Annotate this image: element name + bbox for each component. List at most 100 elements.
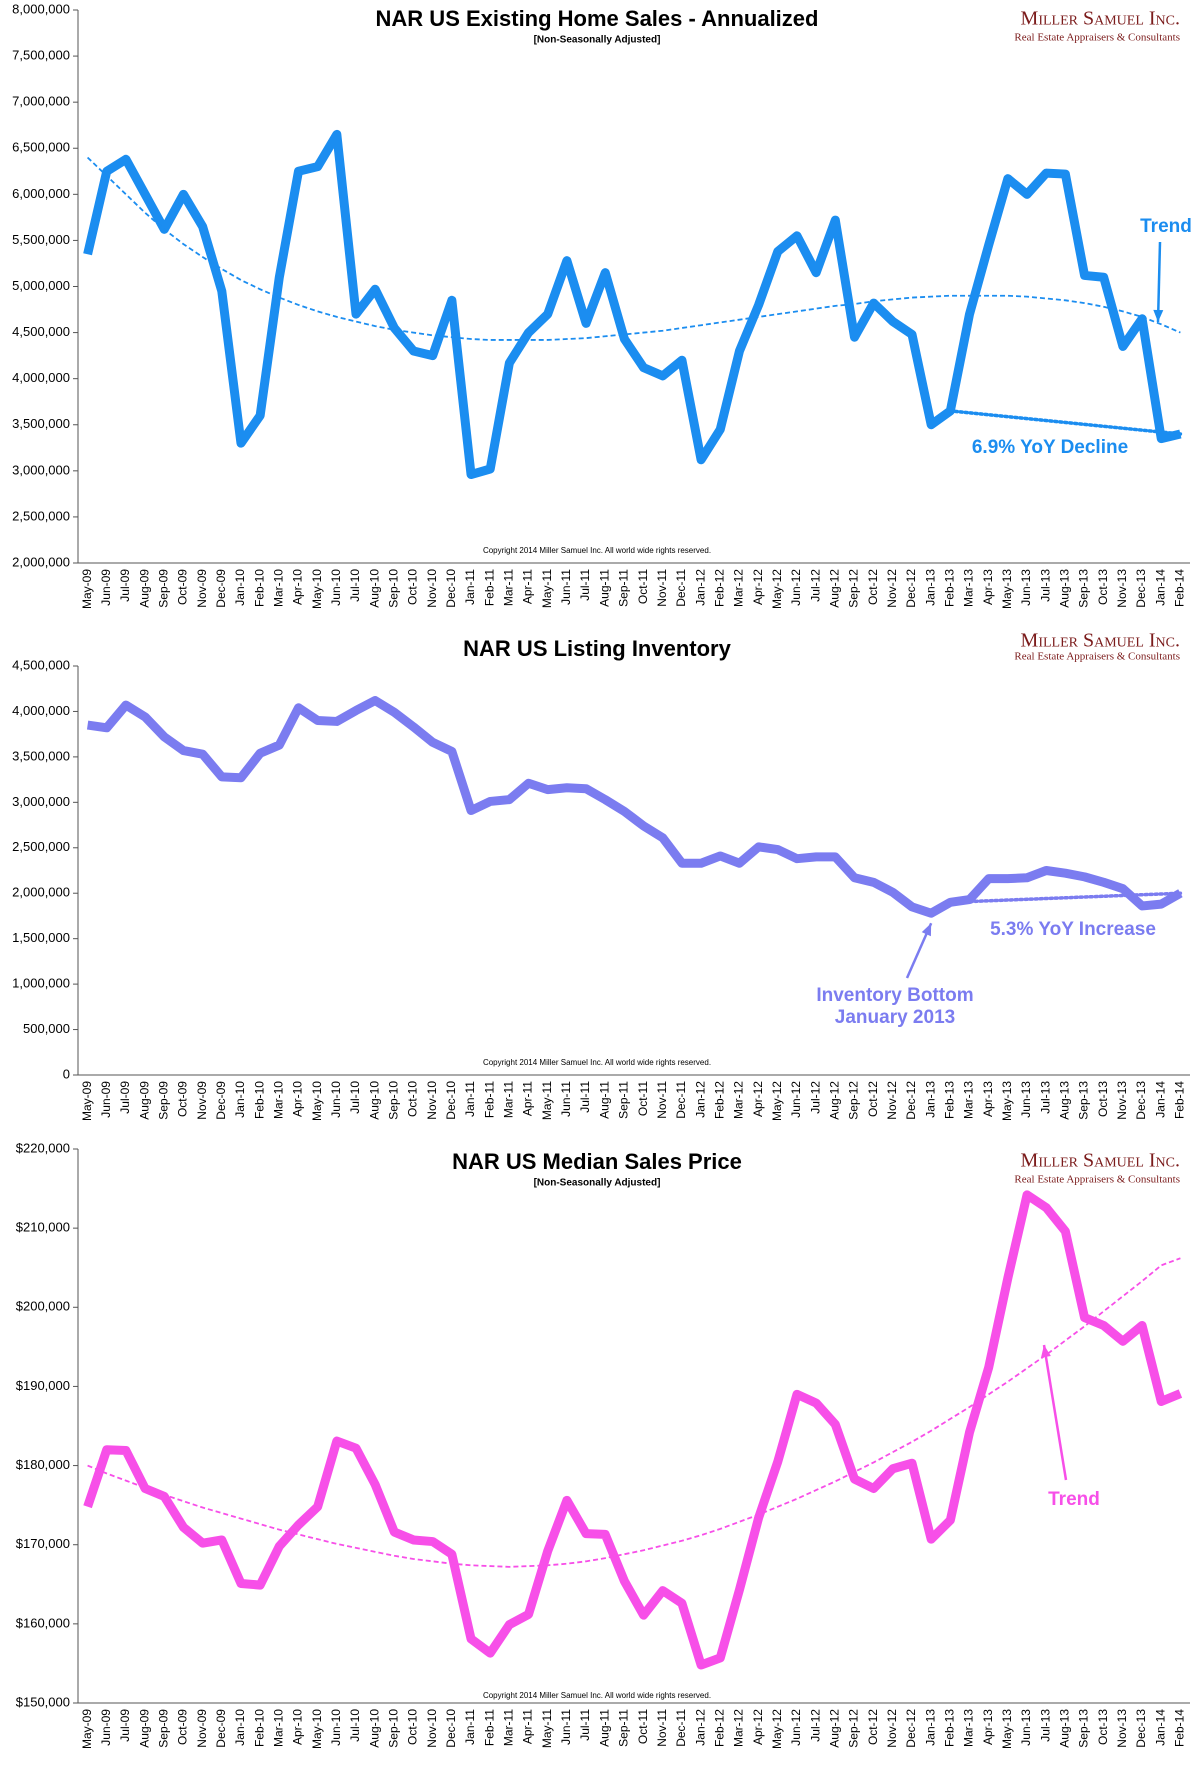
x-tick-label: Jan-11 xyxy=(463,1081,477,1117)
x-tick-label: Jan-12 xyxy=(693,1709,707,1746)
x-tick-label: Mar-11 xyxy=(502,569,516,606)
x-tick-label: Feb-10 xyxy=(252,1081,266,1119)
x-tick-label: Feb-11 xyxy=(482,1081,496,1118)
callout-label: January 2013 xyxy=(835,1007,955,1028)
x-tick-label: Jun-12 xyxy=(789,569,803,606)
x-tick-label: Nov-11 xyxy=(655,1709,669,1747)
yoy-label: 6.9% YoY Decline xyxy=(972,437,1128,458)
chart-title: NAR US Median Sales Price xyxy=(452,1149,742,1174)
x-tick-label: Feb-10 xyxy=(252,569,266,607)
x-tick-label: Sep-13 xyxy=(1077,1709,1091,1748)
x-tick-label: Jan-11 xyxy=(463,1709,477,1745)
x-tick-label: Apr-10 xyxy=(291,1709,305,1745)
y-tick-label: 5,500,000 xyxy=(12,232,70,247)
y-tick-label: $210,000 xyxy=(16,1220,70,1235)
y-tick-label: $220,000 xyxy=(16,1140,70,1155)
x-tick-label: Apr-12 xyxy=(751,569,765,605)
x-tick-label: Jul-09 xyxy=(118,1081,132,1114)
y-tick-label: 7,000,000 xyxy=(12,94,70,109)
x-tick-label: Oct-11 xyxy=(636,1709,650,1744)
x-tick-label: Nov-09 xyxy=(195,1081,209,1120)
x-tick-label: Sep-13 xyxy=(1077,1081,1091,1120)
x-tick-label: May-11 xyxy=(540,1709,554,1748)
x-tick-label: Oct-10 xyxy=(406,569,420,605)
x-tick-label: Jun-13 xyxy=(1019,569,1033,606)
y-tick-label: 3,500,000 xyxy=(12,748,70,763)
y-tick-label: 3,500,000 xyxy=(12,416,70,431)
x-tick-label: Nov-10 xyxy=(425,1081,439,1120)
x-tick-label: May-11 xyxy=(540,569,554,608)
trend-line xyxy=(86,156,1181,341)
annotation-arrow xyxy=(1042,1344,1068,1481)
x-tick-label: Jul-13 xyxy=(1038,1081,1052,1114)
logo-tagline: Real Estate Appraisers & Consultants xyxy=(1014,651,1180,663)
x-tick-label: Sep-13 xyxy=(1077,569,1091,608)
x-tick-label: Aug-12 xyxy=(827,1709,841,1748)
x-tick-label: Feb-14 xyxy=(1173,1081,1187,1119)
x-tick-label: Jan-14 xyxy=(1153,569,1167,606)
x-tick-label: Jan-11 xyxy=(463,569,477,605)
y-tick-label: 4,500,000 xyxy=(12,324,70,339)
x-tick-label: Aug-13 xyxy=(1058,569,1072,608)
x-tick-label: Jun-10 xyxy=(329,1709,343,1746)
x-tick-label: Nov-10 xyxy=(425,1709,439,1748)
x-tick-label: Oct-10 xyxy=(406,1709,420,1745)
annotation-arrowhead xyxy=(1153,309,1164,322)
x-tick-label: Oct-09 xyxy=(176,1709,190,1745)
x-tick-label: Sep-11 xyxy=(617,569,631,607)
x-tick-label: Mar-10 xyxy=(271,1709,285,1747)
x-tick-label: Sep-12 xyxy=(847,1709,861,1748)
x-tick-label: Jun-11 xyxy=(559,569,573,605)
x-tick-label: Feb-11 xyxy=(482,1709,496,1746)
x-tick-label: Jan-10 xyxy=(233,1081,247,1118)
yoy-line xyxy=(948,891,1183,905)
x-tick-label: Jun-10 xyxy=(329,569,343,606)
x-tick-label: Feb-12 xyxy=(712,1709,726,1747)
x-tick-label: May-13 xyxy=(1000,569,1014,609)
x-tick-label: Jun-11 xyxy=(559,1709,573,1745)
x-tick-label: Jun-13 xyxy=(1019,1709,1033,1746)
x-tick-label: Nov-09 xyxy=(195,569,209,608)
x-tick-label: Mar-13 xyxy=(962,1709,976,1747)
x-tick-label: Feb-13 xyxy=(943,569,957,607)
x-tick-label: Jan-12 xyxy=(693,569,707,606)
x-tick-label: Mar-12 xyxy=(732,1709,746,1747)
x-tick-label: Aug-11 xyxy=(597,569,611,607)
x-tick-label: Mar-13 xyxy=(962,569,976,607)
x-tick-label: Sep-10 xyxy=(387,1709,401,1748)
x-tick-label: May-11 xyxy=(540,1081,554,1120)
x-tick-label: Apr-13 xyxy=(981,1081,995,1117)
chart-subtitle: [Non-Seasonally Adjusted] xyxy=(534,1178,661,1189)
x-tick-label: Mar-12 xyxy=(732,1081,746,1119)
y-tick-label: $160,000 xyxy=(16,1615,70,1630)
x-tick-label: May-12 xyxy=(770,1081,784,1121)
y-tick-label: 7,500,000 xyxy=(12,48,70,63)
trend-line xyxy=(87,1257,1181,1568)
x-tick-label: Jul-10 xyxy=(348,1081,362,1114)
y-tick-label: $170,000 xyxy=(16,1536,70,1551)
x-tick-label: Jul-11 xyxy=(578,1709,592,1741)
x-tick-label: May-10 xyxy=(310,1709,324,1749)
yoy-line xyxy=(948,409,1183,436)
logo-name: Miller Samuel Inc. xyxy=(1021,630,1180,652)
x-tick-label: May-09 xyxy=(80,1709,94,1749)
x-tick-label: Aug-09 xyxy=(137,1709,151,1748)
trend-label: Trend xyxy=(1048,1489,1100,1510)
x-tick-label: Feb-14 xyxy=(1173,1709,1187,1747)
x-tick-label: Apr-11 xyxy=(521,1709,535,1744)
x-tick-label: Aug-10 xyxy=(367,569,381,608)
x-tick-label: May-10 xyxy=(310,569,324,609)
y-tick-label: 1,000,000 xyxy=(12,976,70,991)
x-tick-label: Apr-11 xyxy=(521,569,535,604)
y-tick-label: 3,000,000 xyxy=(12,794,70,809)
x-tick-label: Dec-13 xyxy=(1134,1709,1148,1748)
copyright: Copyright 2014 Miller Samuel Inc. All wo… xyxy=(483,546,711,555)
x-tick-label: Aug-11 xyxy=(597,1709,611,1747)
x-tick-label: Jun-12 xyxy=(789,1081,803,1118)
x-tick-label: Oct-11 xyxy=(636,1081,650,1116)
x-tick-label: Dec-10 xyxy=(444,569,458,608)
x-tick-label: Oct-12 xyxy=(866,1081,880,1117)
x-tick-label: Dec-11 xyxy=(674,1081,688,1119)
x-tick-label: Dec-12 xyxy=(904,1709,918,1748)
